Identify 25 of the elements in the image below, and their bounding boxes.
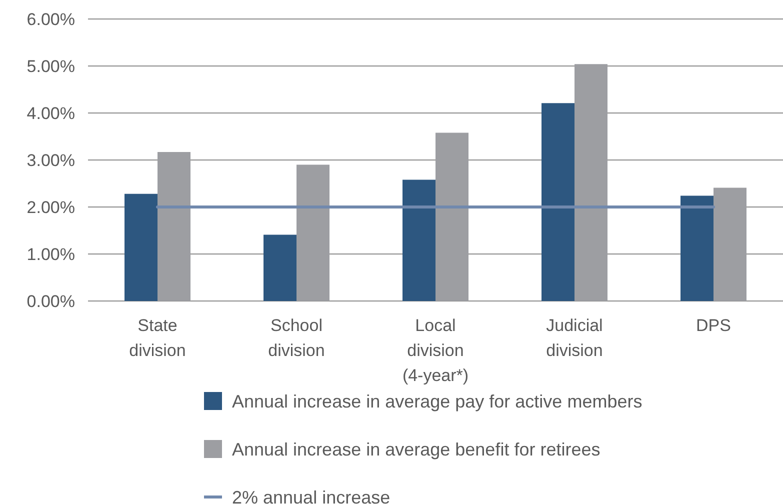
bar (158, 152, 190, 301)
bar (714, 188, 746, 301)
legend-label: 2% annual increase (232, 487, 390, 504)
bar (542, 103, 574, 301)
bar (436, 132, 468, 301)
y-tick-label: 5.00% (26, 56, 75, 76)
y-tick-label: 2.00% (26, 198, 75, 217)
bar (124, 194, 158, 301)
y-tick-label: 0.00% (26, 292, 75, 311)
x-tick-label: DPS (696, 316, 731, 335)
x-tick-label: State division (129, 316, 186, 360)
y-tick-label: 6.00% (26, 10, 75, 29)
bar (402, 180, 436, 301)
y-tick-label: 4.00% (26, 104, 75, 123)
bar (296, 164, 330, 301)
legend-label: Annual increase in average benefit for retirees (232, 439, 600, 460)
bar (680, 196, 714, 301)
y-tick-label: 3.00% (26, 150, 75, 170)
x-tick-label: Local division (4-year*) (402, 316, 469, 385)
x-tick-label: Judicial division (546, 316, 603, 360)
y-tick-label: 1.00% (26, 244, 75, 264)
x-tick-label: School division (268, 316, 325, 360)
bar (574, 64, 608, 301)
bar (264, 234, 296, 301)
legend-label: Annual increase in average pay for active members (232, 391, 642, 412)
